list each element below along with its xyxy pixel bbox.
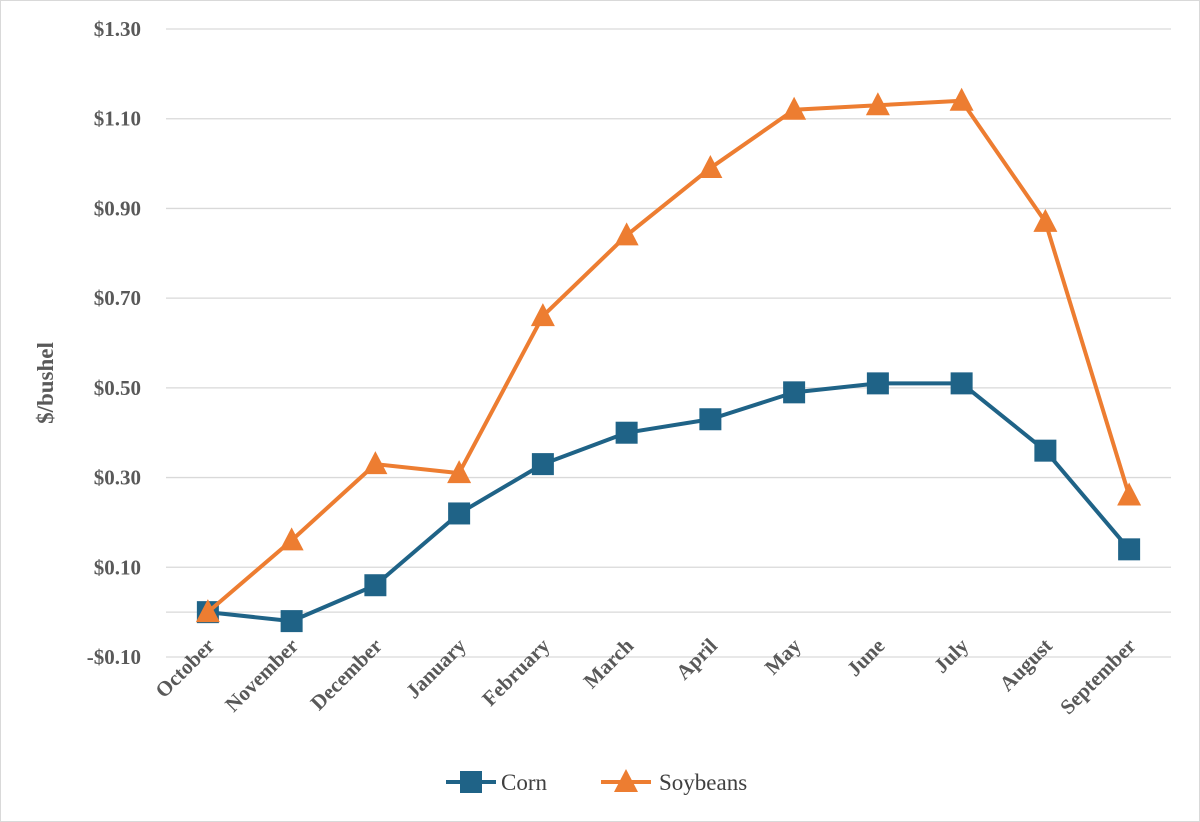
data-point-soybeans — [195, 599, 220, 623]
y-tick-label: $1.10 — [94, 107, 141, 131]
data-point-corn — [531, 453, 554, 476]
legend-label: Soybeans — [659, 770, 747, 795]
data-point-soybeans — [1033, 208, 1058, 232]
x-tick-label: June — [842, 634, 890, 682]
data-point-corn — [448, 502, 471, 525]
data-point-corn — [280, 610, 303, 633]
series-layer — [195, 87, 1142, 633]
legend: Corn Soybeans — [446, 769, 747, 795]
data-point-soybeans — [279, 527, 304, 551]
data-point-corn — [364, 574, 387, 597]
y-axis-ticks: $1.30 $1.10 $0.90 $0.70 $0.50 $0.30 $0.10 -$0.1… — [87, 17, 141, 669]
data-point-corn — [615, 421, 638, 444]
data-point-soybeans — [698, 155, 723, 179]
data-point-corn — [866, 372, 889, 395]
gridlines — [166, 28, 1171, 658]
series-corn — [196, 372, 1141, 633]
legend-label: Corn — [501, 770, 548, 795]
data-point-soybeans — [614, 222, 639, 246]
y-tick-label: $0.10 — [94, 555, 141, 579]
data-point-corn — [1118, 538, 1141, 561]
x-tick-label: March — [579, 633, 639, 693]
data-point-soybeans — [782, 96, 807, 120]
data-point-soybeans — [865, 92, 890, 116]
data-point-corn — [783, 381, 806, 404]
x-tick-label: December — [306, 634, 387, 715]
y-tick-label: $1.30 — [94, 17, 141, 41]
x-tick-label: September — [1055, 634, 1140, 719]
x-axis-ticks: October November December January February Ma… — [150, 633, 1140, 719]
data-point-soybeans — [363, 451, 388, 475]
y-tick-label: $0.70 — [94, 286, 141, 310]
data-point-soybeans — [447, 460, 472, 484]
x-tick-label: August — [995, 634, 1057, 696]
x-tick-label: November — [220, 634, 303, 717]
legend-marker — [614, 769, 638, 792]
data-point-soybeans — [1117, 482, 1142, 506]
x-tick-label: July — [929, 633, 974, 678]
data-point-corn — [950, 372, 973, 395]
x-tick-label: May — [760, 633, 806, 679]
data-point-corn — [699, 408, 722, 431]
series-line-corn — [207, 381, 1131, 624]
series-soybeans — [195, 87, 1142, 623]
x-tick-label: February — [477, 633, 555, 711]
legend-item-soybeans: Soybeans — [601, 769, 747, 795]
legend-item-corn: Corn — [446, 770, 548, 795]
x-tick-label: January — [401, 633, 471, 703]
x-tick-label: April — [671, 633, 722, 684]
y-tick-label: -$0.10 — [87, 645, 141, 669]
legend-marker — [460, 771, 482, 793]
y-axis-title: $/bushel — [33, 342, 58, 424]
y-tick-label: $0.30 — [94, 466, 141, 490]
x-tick-label: October — [150, 634, 219, 703]
series-line-soybeans — [206, 98, 1132, 614]
data-point-corn — [1034, 439, 1057, 462]
y-tick-label: $0.90 — [94, 196, 141, 220]
y-tick-label: $0.50 — [94, 376, 141, 400]
data-point-soybeans — [530, 303, 555, 327]
data-point-soybeans — [949, 87, 974, 111]
